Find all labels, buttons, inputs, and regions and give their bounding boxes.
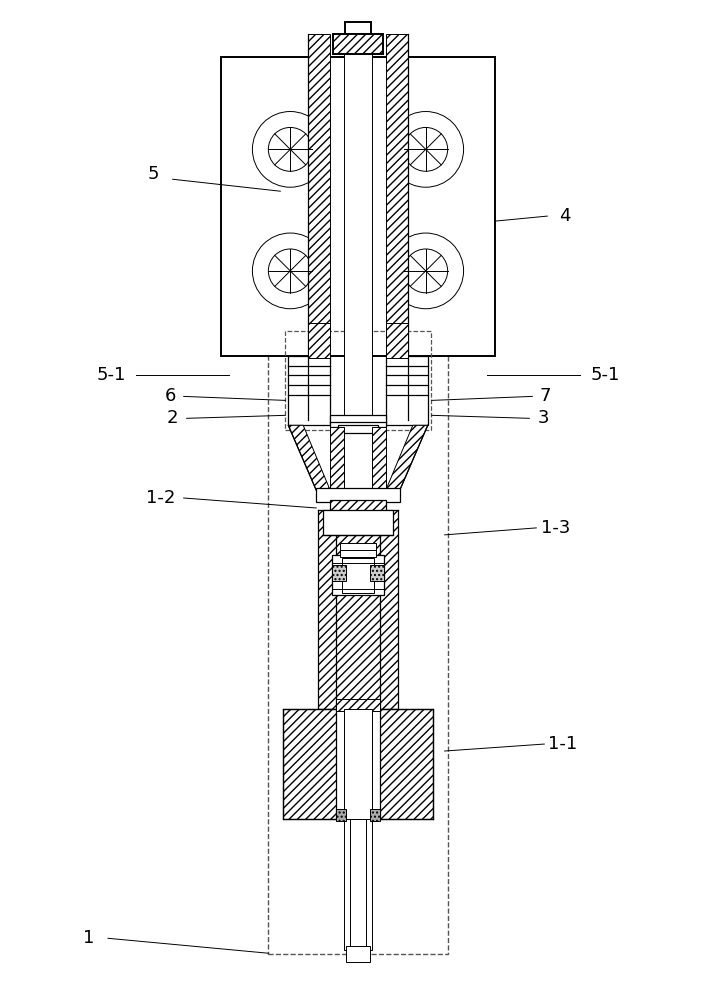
Bar xyxy=(386,323,408,358)
Bar xyxy=(318,510,344,709)
Bar xyxy=(333,34,383,54)
Bar xyxy=(289,356,330,425)
Circle shape xyxy=(404,249,448,293)
Bar xyxy=(332,555,384,595)
Text: 5-1: 5-1 xyxy=(96,366,125,384)
Bar xyxy=(323,510,393,535)
Bar xyxy=(386,34,408,353)
Bar xyxy=(316,488,400,502)
Text: 4: 4 xyxy=(559,207,571,225)
Text: 1-1: 1-1 xyxy=(548,735,577,753)
Text: 2: 2 xyxy=(167,409,178,427)
Circle shape xyxy=(268,249,312,293)
Bar xyxy=(308,34,330,353)
Bar xyxy=(350,819,366,948)
Bar xyxy=(330,415,386,427)
Text: 6: 6 xyxy=(165,387,176,405)
Text: 5: 5 xyxy=(148,165,160,183)
Bar xyxy=(308,323,330,358)
Bar xyxy=(284,709,336,819)
Bar xyxy=(346,946,370,962)
Bar xyxy=(370,809,380,821)
Bar xyxy=(221,57,495,356)
Bar xyxy=(330,500,386,512)
Circle shape xyxy=(253,112,328,187)
Circle shape xyxy=(388,233,463,309)
Circle shape xyxy=(404,127,448,171)
Circle shape xyxy=(253,233,328,309)
Bar xyxy=(345,22,371,34)
Bar xyxy=(340,543,376,557)
Polygon shape xyxy=(330,427,344,490)
Text: 7: 7 xyxy=(540,387,551,405)
Bar xyxy=(344,34,372,950)
Text: 1-2: 1-2 xyxy=(146,489,175,507)
Bar xyxy=(338,425,378,433)
Text: 3: 3 xyxy=(538,409,549,427)
Circle shape xyxy=(268,127,312,171)
Text: 1-3: 1-3 xyxy=(541,519,570,537)
Bar xyxy=(370,565,384,581)
Bar xyxy=(386,356,427,425)
Text: 1: 1 xyxy=(83,929,95,947)
Bar xyxy=(336,510,380,709)
Bar xyxy=(268,80,448,954)
Text: 5-1: 5-1 xyxy=(591,366,620,384)
Bar xyxy=(332,565,346,581)
Bar xyxy=(336,809,346,821)
Bar xyxy=(344,709,372,819)
Bar xyxy=(380,709,432,819)
Polygon shape xyxy=(289,425,330,490)
Bar xyxy=(336,699,380,711)
Bar xyxy=(285,331,431,430)
Circle shape xyxy=(388,112,463,187)
Bar xyxy=(372,510,398,709)
Polygon shape xyxy=(372,427,386,490)
Polygon shape xyxy=(386,425,427,490)
Bar xyxy=(342,558,374,593)
